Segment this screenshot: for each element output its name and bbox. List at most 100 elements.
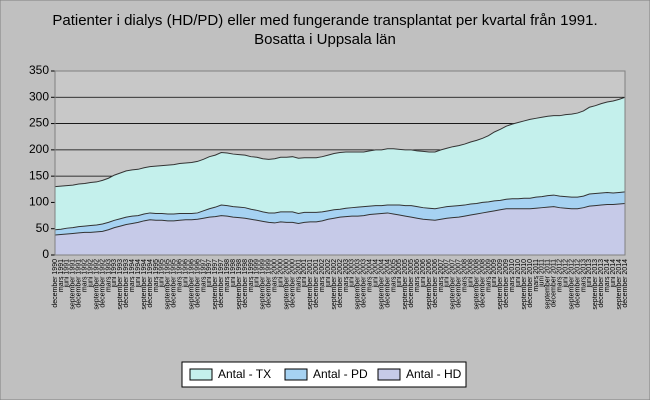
x-tick-label: juni 2007 [444,259,451,289]
x-tick-label: juni 2003 [349,259,356,289]
x-tick-label: juni 2013 [586,259,593,289]
legend-label: Antal - TX [218,367,271,381]
y-tick-label: 300 [29,89,49,103]
x-tick-label: juni 1994 [135,259,142,289]
x-tick-label: december 2010 [527,259,534,308]
x-tick-label: juni 2005 [396,259,403,289]
legend-swatch [189,368,213,381]
plot-border [54,70,626,256]
x-tick-label: december 2009 [503,259,510,308]
x-tick-label: juni 1993 [111,259,118,289]
x-tick-label: mars 2012 [557,259,564,292]
x-tick-label: juni 2006 [420,259,427,289]
x-tick-label: mars 2001 [295,259,302,292]
x-tick-label: december 1992 [99,259,106,308]
y-tick-label: 50 [36,221,50,235]
x-tick-label: juni 1996 [182,259,189,289]
x-tick-label: juni 2000 [277,259,284,289]
x-tick-label: juni 1991 [64,259,71,289]
x-tick-label: december 2011 [551,259,558,307]
y-tick-label: 350 [29,63,49,77]
x-tick-label: mars 2003 [343,259,350,292]
x-tick-label: juni 2002 [325,259,332,289]
x-tick-label: mars 2006 [414,259,421,292]
x-tick-label: juni 2009 [491,259,498,289]
area [55,203,625,255]
x-tick-label: mars 2005 [390,259,397,292]
x-tick-label: mars 2013 [580,259,587,292]
x-tick-label: juni 2014 [610,259,617,289]
x-tick-label: mars 1998 [224,259,231,292]
x-tick-label: mars 1997 [200,259,207,292]
chart-subtitle: Bosatta i Uppsala län [254,31,396,48]
chart-title: Patienter i dialys (HD/PD) eller med fun… [52,12,597,29]
x-tick-label: september 1996 [188,259,195,310]
x-tick-label: september 2011 [545,259,552,309]
x-tick-label: december 1994 [147,259,154,308]
x-tick-label: juni 2012 [562,259,569,289]
x-tick-label: juni 2010 [515,259,522,289]
x-tick-label: december 2005 [408,259,415,308]
y-tick-label: 150 [29,168,49,182]
x-tick-label: mars 1991 [58,259,65,292]
x-tick-label: september 2008 [473,259,480,310]
area-edge [54,202,626,236]
x-tick-label: september 2003 [355,259,362,310]
x-tick-label: december 1995 [171,259,178,308]
x-tick-label: september 1998 [236,259,243,310]
x-tick-label: mars 1995 [153,259,160,292]
area [55,97,625,230]
x-tick-label: mars 2000 [272,259,279,292]
x-tick-label: september 2007 [450,259,457,310]
x-tick-label: september 2000 [283,259,290,310]
x-tick-label: september 2006 [426,259,433,310]
x-tick-label: mars 1996 [177,259,184,292]
x-tick-label: september 2012 [568,259,575,310]
x-tick-label: september 1997 [212,259,219,310]
legend-swatch [377,368,401,381]
legend [181,361,467,388]
x-tick-label: mars 2008 [462,259,469,292]
x-tick-label: juni 1997 [206,259,213,289]
x-tick-label: juni 2004 [372,259,379,289]
x-tick-label: december 2000 [289,259,296,308]
legend-label: Antal - HD [406,367,462,381]
x-tick-label: december 2013 [598,259,605,308]
x-tick-label: mars 2010 [509,259,516,292]
legend-label: Antal - PD [313,367,368,381]
x-tick-label: december 1999 [266,259,273,308]
x-tick-label: juni 2001 [301,259,308,289]
x-tick-label: december 2008 [479,259,486,308]
x-tick-label: september 1999 [260,259,267,310]
x-tick-label: juni 1992 [87,259,94,289]
x-tick-label: december 1990 [52,259,59,308]
x-tick-label: december 2006 [432,259,439,308]
x-tick-label: december 1991 [76,259,83,308]
x-tick-label: september 2002 [331,259,338,310]
x-tick-label: mars 2004 [367,259,374,292]
x-tick-label: december 1997 [218,259,225,308]
x-tick-label: september 1992 [93,259,100,310]
x-tick-label: september 2013 [592,259,599,310]
x-tick-label: mars 1999 [248,259,255,292]
x-tick-label: december 2004 [384,259,391,308]
x-tick-label: september 2001 [307,259,314,310]
x-tick-label: mars 2011 [533,259,540,292]
x-tick-label: mars 2014 [604,259,611,292]
x-tick-label: december 2002 [337,259,344,308]
x-tick-label: december 2007 [456,259,463,308]
x-tick-label: juni 2008 [467,259,474,289]
x-tick-label: december 1998 [242,259,249,308]
x-tick-label: mars 1994 [129,259,136,292]
x-tick-label: september 2010 [521,259,528,310]
x-tick-label: september 1991 [70,259,77,310]
x-tick-label: mars 1992 [82,259,89,292]
x-tick-label: december 2012 [574,259,581,308]
x-tick-label: september 1994 [141,259,148,310]
x-tick-label: september 2004 [378,259,385,310]
x-tick-label: december 2001 [313,259,320,308]
x-tick-label: september 1993 [117,259,124,310]
y-tick-label: 0 [42,247,49,261]
y-tick-label: 100 [29,195,49,209]
